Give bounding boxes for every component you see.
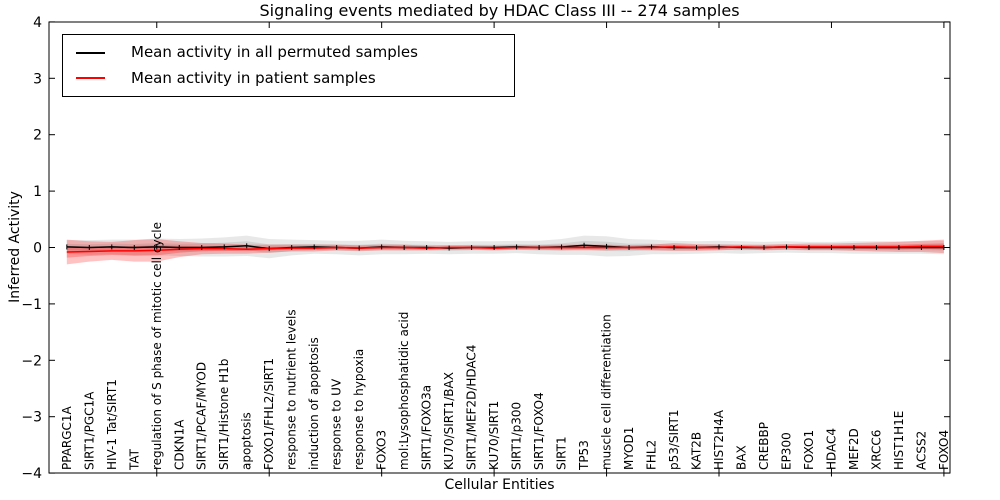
x-tick-label: response to hypoxia: [352, 349, 366, 470]
x-tick-label: SIRT1/PCAF/MYOD: [195, 362, 209, 470]
x-axis-label: Cellular Entities: [444, 477, 555, 493]
x-tick-label: SIRT1/MEF2D/HDAC4: [465, 345, 479, 470]
y-tick-label: 3: [33, 71, 42, 87]
patient-line-swatch: [76, 77, 105, 80]
x-tick-label: FOXO3: [375, 430, 389, 470]
y-tick-label: 2: [33, 128, 42, 144]
x-tick-label: FOXO1: [802, 430, 816, 470]
x-tick-label: response to UV: [330, 378, 344, 470]
legend-label-patient: Mean activity in patient samples: [131, 68, 376, 87]
x-tick-label: ACSS2: [914, 431, 928, 470]
y-axis-label: Inferred Activity: [7, 191, 23, 303]
x-tick-label: induction of apoptosis: [307, 337, 321, 470]
x-tick-label: muscle cell differentiation: [600, 314, 614, 470]
x-tick-label: XRCC6: [869, 430, 883, 470]
patient-mean-line: [66, 245, 944, 253]
x-tick-label: FOXO1/FHL2/SIRT1: [262, 358, 276, 470]
patient-band-outer: [66, 239, 944, 265]
x-tick-label: BAX: [735, 445, 749, 470]
x-tick-label: KAT2B: [690, 432, 704, 470]
x-tick-label: CREBBP: [757, 422, 771, 470]
x-tick-label: TP53: [577, 440, 591, 471]
x-tick-label: apoptosis: [240, 412, 254, 470]
x-tick-label: MEF2D: [847, 428, 861, 470]
x-tick-label: SIRT1: [555, 436, 569, 470]
y-tick-label: 0: [33, 241, 42, 257]
x-tick-label: HIST2H4A: [712, 409, 726, 470]
x-tick-label: HDAC4: [824, 428, 838, 470]
x-tick-label: SIRT1/PGC1A: [82, 391, 96, 470]
chart-title: Signaling events mediated by HDAC Class …: [259, 1, 740, 20]
x-tick-label: KU70/SIRT1: [487, 401, 501, 470]
x-tick-label: HIV-1 Tat/SIRT1: [105, 379, 119, 470]
y-tick-label: −2: [21, 353, 42, 369]
x-tick-label: MYOD1: [622, 427, 636, 470]
permuted-line-swatch: [76, 51, 105, 54]
x-tick-label: mol:Lysophosphatidic acid: [397, 312, 411, 470]
x-tick-label: HIST1H1E: [892, 411, 906, 470]
x-tick-label: PPARGC1A: [60, 405, 74, 470]
x-tick-label: FOXO4: [937, 430, 951, 470]
x-tick-label: TAT: [127, 448, 141, 471]
y-tick-label: 4: [33, 15, 42, 31]
legend-label-permuted: Mean activity in all permuted samples: [131, 43, 418, 62]
x-tick-label: p53/SIRT1: [667, 409, 681, 470]
y-tick-label: −1: [21, 297, 42, 313]
x-tick-label: KU70/SIRT1/BAX: [442, 372, 456, 470]
x-tick-label: response to nutrient levels: [285, 309, 299, 470]
x-tick-label: SIRT1/FOXO3a: [420, 385, 434, 470]
x-tick-label: regulation of S phase of mitotic cell cy…: [150, 222, 164, 470]
y-tick-label: −3: [21, 410, 42, 426]
y-tick-label: 1: [33, 184, 42, 200]
y-tick-label: −4: [21, 466, 42, 482]
x-tick-label: SIRT1/Histone H1b: [217, 359, 231, 470]
legend-entry-permuted: Mean activity in all permuted samples: [63, 45, 514, 60]
x-tick-label: SIRT1/FOXO4: [532, 392, 546, 470]
legend-entry-patient: Mean activity in patient samples: [63, 68, 514, 87]
x-tick-label: SIRT1/p300: [510, 402, 524, 470]
legend: Mean activity in all permuted samples Me…: [62, 34, 515, 97]
x-tick-label: CDKN1A: [172, 419, 186, 470]
x-tick-label: FHL2: [645, 440, 659, 470]
x-tick-label: EP300: [779, 432, 793, 470]
